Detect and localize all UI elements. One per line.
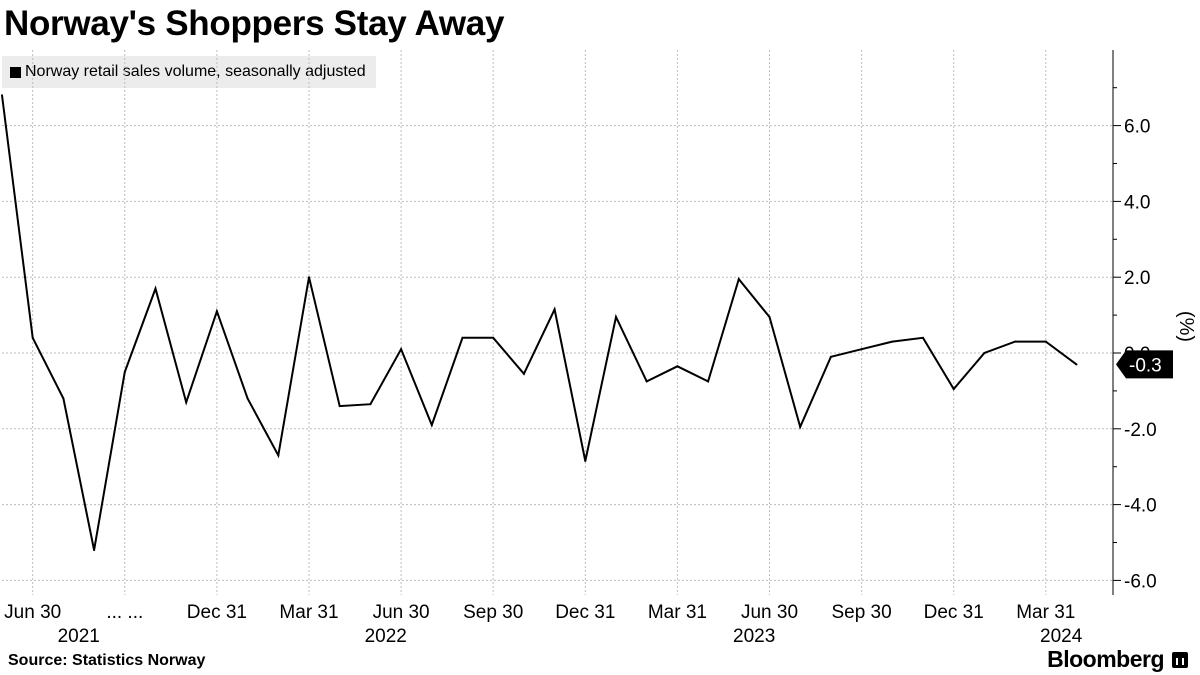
y-tick-label: -6.0 <box>1124 571 1157 592</box>
x-tick-label: Dec 31 <box>187 602 247 623</box>
y-tick-label: 4.0 <box>1124 192 1150 213</box>
brand-name: Bloomberg <box>1047 646 1164 672</box>
data-point <box>215 310 218 313</box>
data-point <box>799 425 802 428</box>
y-axis: 6.04.02.00.0-2.0-4.0-6.0(%) <box>1112 50 1197 595</box>
x-axis-labels: Jun 30 ... ... Dec 31 Mar 31 Jun 30 Sep 30 Dec… <box>4 602 1083 647</box>
y-axis-label: (%) <box>1175 311 1197 342</box>
legend-swatch <box>10 66 21 78</box>
data-point <box>246 397 249 400</box>
y-tick-label: 6.0 <box>1124 117 1150 138</box>
chart-title: Norway's Shoppers Stay Away <box>4 4 505 43</box>
bloomberg-terminal-icon <box>1172 651 1188 668</box>
last-value-label: -0.3 <box>1129 355 1162 376</box>
y-tick-label: -2.0 <box>1124 420 1157 441</box>
data-point <box>338 405 341 408</box>
data-point <box>707 380 710 383</box>
gridlines <box>2 50 1113 595</box>
data-point <box>768 315 771 318</box>
data-point <box>584 460 587 463</box>
x-year-label: 2023 <box>733 626 775 647</box>
data-point <box>829 355 832 358</box>
data-point <box>860 348 863 351</box>
y-tick-label: 2.0 <box>1124 268 1150 289</box>
brand-logo: Bloomberg <box>1047 646 1188 673</box>
x-tick-label: Jun 30 <box>741 602 798 623</box>
x-tick-label: Mar 31 <box>648 602 707 623</box>
data-point <box>123 370 126 373</box>
source-note: Source: Statistics Norway <box>8 652 206 669</box>
data-point <box>676 365 679 368</box>
x-tick-label: Dec 31 <box>555 602 615 623</box>
data-point <box>1075 363 1078 366</box>
data-point <box>277 454 280 457</box>
series-group <box>1 94 1078 552</box>
x-tick-label: Jun 30 <box>4 602 61 623</box>
data-point <box>952 388 955 391</box>
legend-label: Norway retail sales volume, seasonally a… <box>25 63 366 80</box>
data-point <box>492 336 495 339</box>
y-tick-label: -4.0 <box>1124 496 1157 517</box>
last-value-badge: -0.3 <box>1116 350 1173 379</box>
x-year-label: 2024 <box>1040 626 1083 647</box>
legend: Norway retail sales volume, seasonally a… <box>2 56 376 88</box>
data-point <box>737 278 740 281</box>
data-point <box>62 397 65 400</box>
series-line <box>1 95 1078 551</box>
x-tick-label: Mar 31 <box>1016 602 1075 623</box>
data-point <box>615 315 617 318</box>
x-tick-label: Dec 31 <box>924 602 984 623</box>
data-point <box>185 401 188 404</box>
data-point <box>553 308 556 311</box>
data-point <box>400 348 403 351</box>
data-point <box>369 403 372 406</box>
data-point <box>31 336 34 339</box>
x-tick-label: Mar 31 <box>279 602 338 623</box>
data-point <box>891 340 894 343</box>
data-point <box>1044 340 1047 343</box>
data-point <box>645 380 648 383</box>
x-tick-label: ... ... <box>106 602 143 623</box>
data-point <box>154 287 157 290</box>
data-point <box>461 336 464 339</box>
data-point <box>922 336 924 339</box>
data-point <box>1014 340 1017 343</box>
data-point <box>1 94 3 97</box>
last-value-badge-bg <box>1116 350 1173 379</box>
data-point <box>983 352 986 354</box>
data-point <box>308 276 310 279</box>
x-year-label: 2022 <box>365 626 407 647</box>
data-point <box>522 372 525 375</box>
x-tick-label: Jun 30 <box>373 602 430 623</box>
x-year-label: 2021 <box>58 626 100 647</box>
data-point <box>93 549 96 552</box>
data-point <box>430 424 433 427</box>
x-tick-label: Sep 30 <box>463 602 523 623</box>
x-tick-label: Sep 30 <box>831 602 891 623</box>
